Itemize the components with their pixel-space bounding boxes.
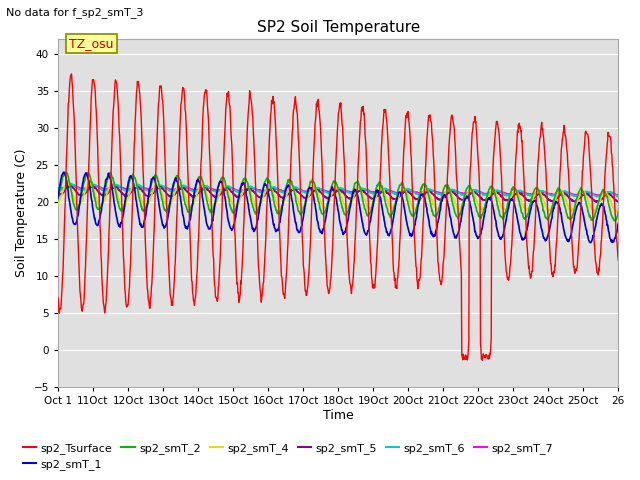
Text: No data for f_sp2_smT_3: No data for f_sp2_smT_3 <box>6 7 144 18</box>
Title: SP2 Soil Temperature: SP2 Soil Temperature <box>257 20 420 35</box>
Y-axis label: Soil Temperature (C): Soil Temperature (C) <box>15 149 28 277</box>
Legend: sp2_Tsurface, sp2_smT_1, sp2_smT_2, sp2_smT_4, sp2_smT_5, sp2_smT_6, sp2_smT_7: sp2_Tsurface, sp2_smT_1, sp2_smT_2, sp2_… <box>19 438 558 474</box>
Text: TZ_osu: TZ_osu <box>69 37 114 50</box>
X-axis label: Time: Time <box>323 409 353 422</box>
